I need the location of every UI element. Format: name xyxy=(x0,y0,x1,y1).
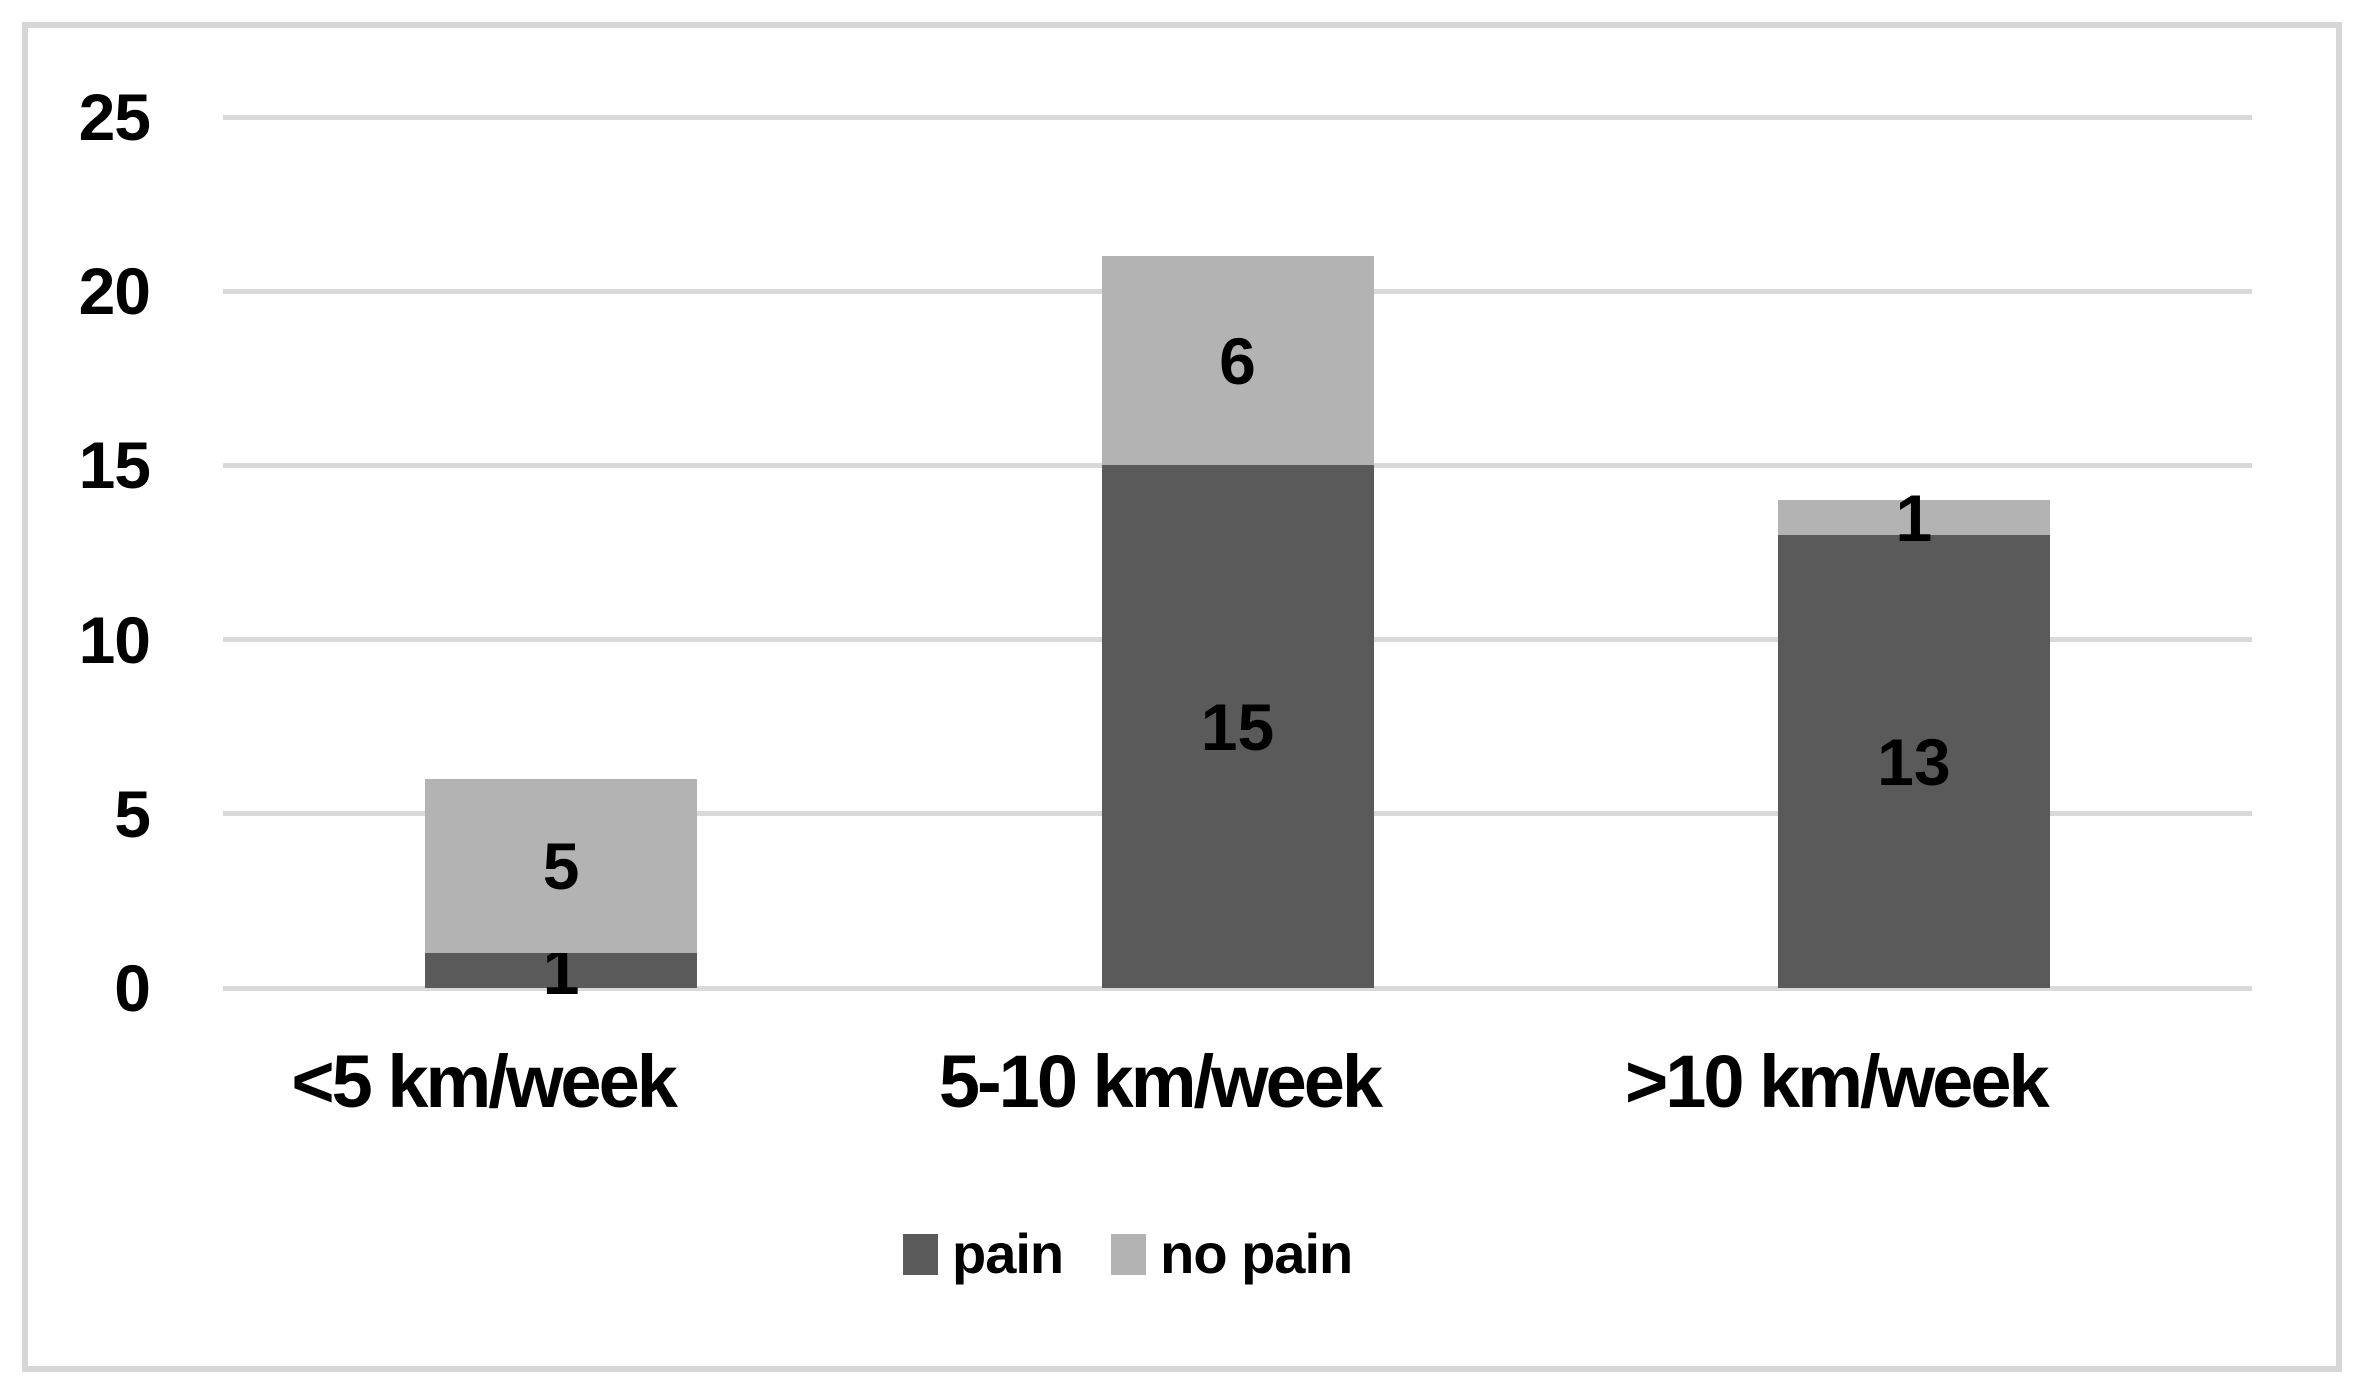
gridline-25 xyxy=(223,114,2252,120)
bar-segment-no-pain-cat1: 5 xyxy=(425,778,698,954)
legend-swatch-pain xyxy=(903,1233,938,1275)
bar-value-label: 6 xyxy=(1219,323,1256,398)
bar-segment-no-pain-cat2: 6 xyxy=(1101,256,1374,466)
legend: pain no pain xyxy=(903,1222,1353,1285)
gridline-0 xyxy=(223,985,2252,991)
bar-value-label: 1 xyxy=(1895,480,1933,555)
legend-label: no pain xyxy=(1160,1222,1353,1285)
legend-swatch-no-pain xyxy=(1111,1233,1147,1275)
legend-label: pain xyxy=(952,1222,1064,1285)
legend-item-pain: pain xyxy=(903,1222,1064,1285)
bar-value-label: 15 xyxy=(1200,689,1275,764)
bar-segment-pain-cat1: 1 xyxy=(425,938,698,1004)
y-tick-label-5: 5 xyxy=(114,776,151,851)
y-tick-label-15: 15 xyxy=(78,428,151,503)
y-tick-label-20: 20 xyxy=(78,254,151,329)
x-axis-category-labels: <5 km/week 5-10 km/week >10 km/week xyxy=(145,1040,2174,1124)
bar-segment-no-pain-cat3: 1 xyxy=(1777,485,2050,551)
y-tick-label-10: 10 xyxy=(78,602,151,677)
x-category-label-3: >10 km/week xyxy=(1625,1040,2050,1123)
x-category-label-1: <5 km/week xyxy=(291,1040,677,1123)
bar-segment-pain-cat2: 15 xyxy=(1101,465,1374,988)
bar-value-label: 5 xyxy=(542,829,580,904)
bar-value-label: 13 xyxy=(1877,724,1951,799)
y-tick-label-25: 25 xyxy=(78,80,151,154)
legend-item-no-pain: no pain xyxy=(1111,1222,1353,1285)
x-category-label-2: 5-10 km/week xyxy=(938,1040,1383,1123)
y-tick-label-0: 0 xyxy=(114,951,151,1025)
bar-segment-pain-cat3: 13 xyxy=(1777,535,2050,988)
